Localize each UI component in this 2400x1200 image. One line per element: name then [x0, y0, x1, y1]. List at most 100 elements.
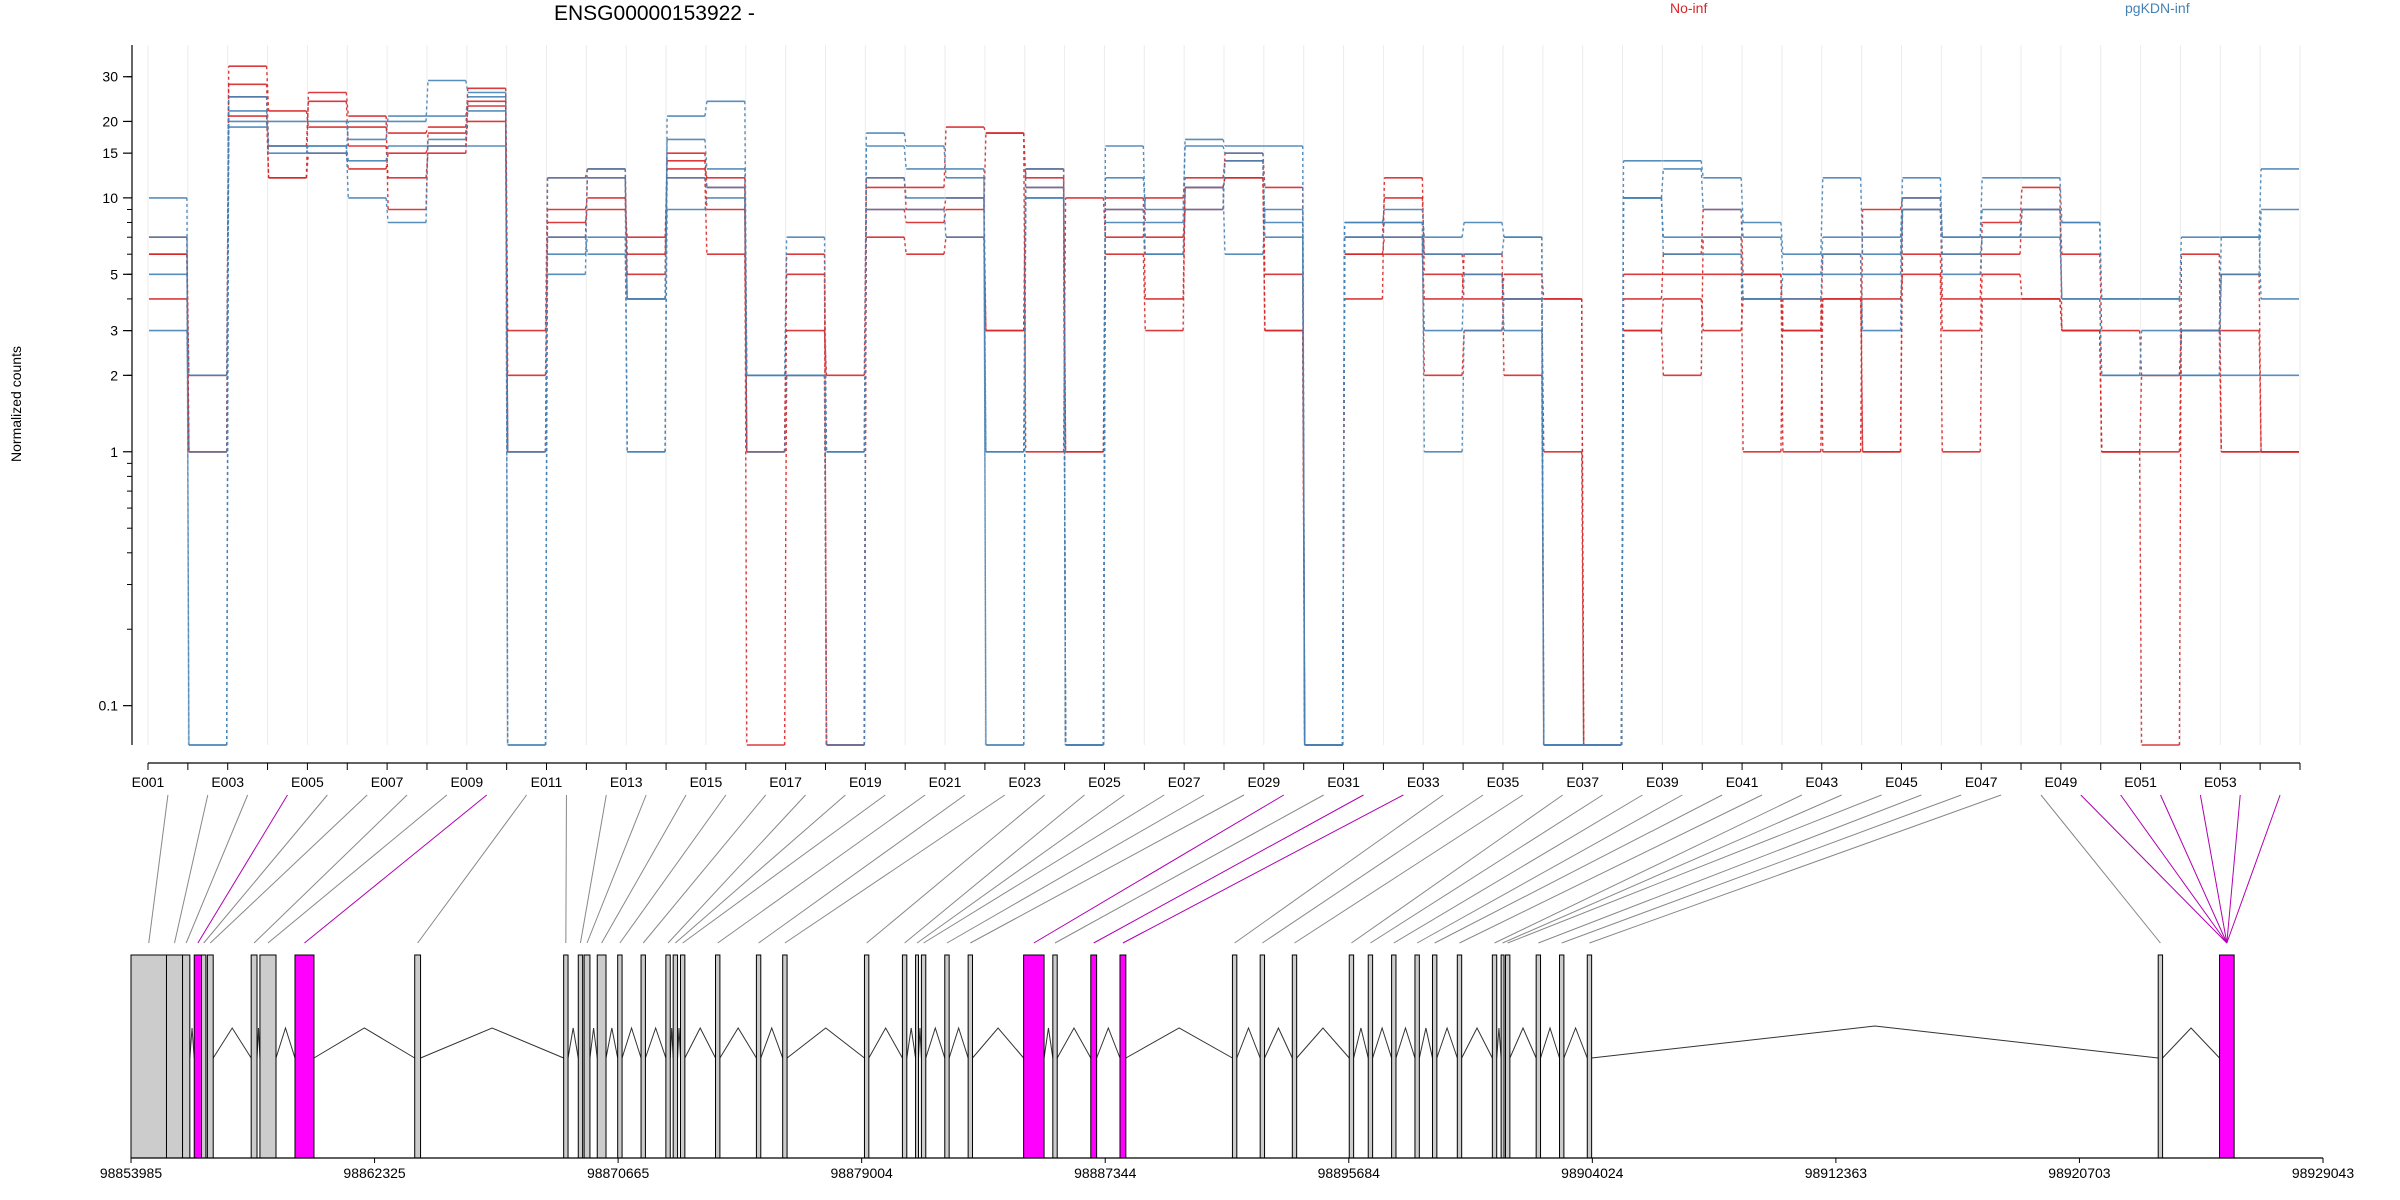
exon-connector-line [1033, 794, 1285, 944]
x-tick-label: E053 [2204, 774, 2237, 790]
exon-connector-line [2226, 794, 2241, 944]
intron-line [275, 1026, 296, 1059]
x-tick-label: E001 [132, 774, 165, 790]
exon-connector-line [946, 794, 1205, 944]
x-tick-label: E035 [1487, 774, 1520, 790]
exon-connector-line [675, 794, 846, 944]
exon-box [1586, 954, 1593, 1159]
x-tick-label: E009 [450, 774, 483, 790]
exon-connector-line [601, 794, 687, 944]
exon-connector-line [923, 794, 1165, 944]
intron-line [760, 1026, 784, 1059]
exon-connector-lines [148, 794, 2281, 944]
genomic-coordinate-axis: 98853985 98862325 98870665 98879004 98887344… [100, 1157, 2355, 1181]
exon-box [1023, 954, 1045, 1159]
exon-box [206, 954, 214, 1159]
exon-box [1414, 954, 1420, 1159]
series-line-1-sample-3 [149, 110, 2299, 746]
exon-box [1090, 954, 1098, 1159]
genomic-tick-label: 98887344 [1074, 1165, 1137, 1181]
exon-connector-line [1494, 794, 1803, 944]
exon-connector-line [682, 794, 886, 944]
exon-box [2219, 954, 2235, 1159]
intron-line [1296, 1027, 1350, 1059]
intron-line [1436, 1026, 1458, 1059]
exon-box [1456, 954, 1463, 1159]
legend-entry-pgkdn-inf: pgKDN-inf [2125, 0, 2190, 16]
intron-line [644, 1026, 667, 1059]
exon-connector-line [717, 794, 926, 944]
genomic-tick-label: 98870665 [587, 1165, 650, 1181]
legend-entry-no-inf: No-inf [1670, 0, 1708, 16]
intron-line [719, 1027, 757, 1059]
exon-connector-line [1561, 794, 1962, 944]
intron-line [1496, 1027, 1502, 1059]
intron-line [1236, 1026, 1261, 1059]
exon-box [1052, 954, 1058, 1159]
exon-connector-line [1351, 794, 1564, 944]
exon-box [1500, 954, 1505, 1159]
exon-connector-line [579, 794, 607, 944]
exon-connector-line [1538, 794, 1922, 944]
exon-connector-line [2040, 794, 2161, 944]
exon-box [665, 954, 671, 1159]
exon-connector-line [758, 794, 966, 944]
intron-line [1418, 1027, 1433, 1059]
intron-line [1353, 1027, 1369, 1059]
intron-line [906, 1027, 917, 1059]
exon-connector-line [2226, 794, 2281, 944]
genomic-tick-label: 98904024 [1561, 1165, 1624, 1181]
exon-connector-line [2080, 794, 2228, 944]
exon-connector-line [970, 794, 1245, 944]
x-tick-label: E007 [371, 774, 404, 790]
genomic-tick-label: 98929043 [2292, 1165, 2355, 1181]
exon-connector-line [916, 794, 1125, 944]
x-tick-label: E011 [531, 774, 563, 790]
exon-box [182, 954, 191, 1159]
x-tick-label: E045 [1885, 774, 1918, 790]
x-tick-label: E051 [2124, 774, 2157, 790]
x-tick-label: E039 [1646, 774, 1679, 790]
intron-line [1540, 1026, 1560, 1059]
genomic-tick-label: 98920703 [2048, 1165, 2111, 1181]
exon-box [755, 954, 762, 1159]
x-tick-label: E005 [291, 774, 324, 790]
intron-line [2162, 1027, 2220, 1059]
exon-box [782, 954, 788, 1159]
exon-box [1391, 954, 1397, 1159]
exon-connector-line [197, 794, 288, 944]
intron-line [1395, 1026, 1416, 1059]
exon-box [967, 954, 974, 1159]
exon-connector-line [784, 794, 1006, 944]
exon-connector-line [2199, 794, 2228, 944]
exon-connector-line [1502, 794, 1842, 944]
intron-line [948, 1026, 969, 1059]
exon-connector-line [267, 794, 448, 944]
exon-box [679, 954, 686, 1159]
y-tick-label: 30 [102, 69, 118, 85]
exon-box [915, 954, 919, 1159]
exon-box [1119, 954, 1127, 1159]
intron-line [313, 1027, 415, 1059]
intron-line [972, 1027, 1025, 1059]
exon-box [1504, 954, 1511, 1159]
grid-lines [147, 45, 2301, 745]
exon-box [1491, 954, 1498, 1159]
intron-line [1461, 1026, 1493, 1059]
exon-connector-line [1416, 794, 1683, 944]
x-tick-label: E049 [2045, 774, 2078, 790]
intron-line [1125, 1027, 1233, 1059]
intron-line [1056, 1026, 1092, 1059]
intron-line [1509, 1026, 1537, 1059]
intron-line [1043, 1027, 1054, 1059]
x-tick-label: E029 [1248, 774, 1281, 790]
x-tick-label: E003 [211, 774, 244, 790]
x-tick-label: E017 [769, 774, 802, 790]
y-tick-label: 3 [110, 323, 118, 339]
exon-connector-line [1054, 794, 1324, 944]
exon-connector-line [1370, 794, 1603, 944]
exon-box [294, 954, 315, 1159]
series-lines [149, 65, 2299, 746]
x-tick-label: E025 [1088, 774, 1121, 790]
